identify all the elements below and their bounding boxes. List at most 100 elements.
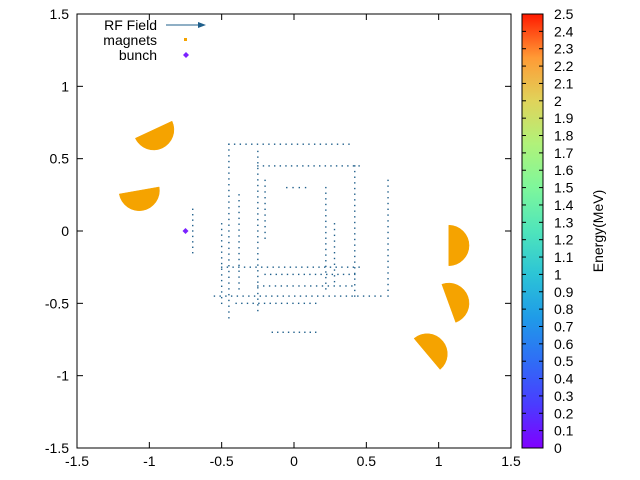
bunch-point: [182, 228, 189, 234]
x-tick-label: -1: [143, 453, 156, 469]
rf-field-point: [228, 276, 230, 278]
rf-field-point: [310, 285, 312, 287]
rf-field-point: [220, 245, 223, 248]
rf-field-point: [282, 295, 284, 297]
rf-field-point: [292, 186, 294, 189]
rf-field-point: [354, 267, 356, 269]
y-tick-label: -0.5: [45, 295, 69, 311]
rf-field-point: [302, 143, 304, 145]
rf-field-point: [248, 295, 250, 297]
rf-field-point: [387, 185, 389, 187]
rf-field-point: [325, 203, 327, 206]
rf-field-point: [257, 270, 259, 272]
rf-field-point: [325, 231, 327, 234]
rf-field-point: [362, 295, 365, 297]
rf-field-point: [228, 311, 230, 313]
rf-field-point: [257, 184, 259, 187]
rf-field-point: [228, 317, 230, 319]
colorbar-tick-label: 0.3: [554, 388, 574, 404]
rf-field-point: [358, 266, 360, 268]
rf-field-point: [287, 331, 290, 333]
rf-field-point: [325, 220, 327, 223]
rf-field-point: [279, 165, 282, 167]
rf-field-point: [333, 275, 336, 277]
colorbar-tick-label: 1.8: [554, 128, 574, 144]
rf-field-point: [341, 266, 343, 268]
rf-field-point: [259, 295, 262, 297]
rf-field-point: [322, 295, 325, 297]
rf-field-point: [245, 143, 247, 145]
colorbar-tick-label: 0.2: [554, 405, 574, 421]
rf-field-point: [257, 150, 259, 153]
rf-field-point: [238, 247, 240, 249]
rf-field-point: [325, 243, 327, 245]
rf-field-point: [251, 143, 253, 145]
rf-field-point: [220, 274, 223, 276]
rf-field-point: [330, 165, 332, 167]
rf-field-point: [337, 273, 339, 276]
rf-field-point: [264, 202, 266, 205]
rf-field-point: [281, 273, 283, 276]
rf-field-point: [238, 235, 240, 237]
rf-field-point: [256, 143, 259, 145]
rf-field-point: [387, 231, 389, 234]
rf-field-point: [286, 273, 289, 276]
colorbar-tick-label: 0.4: [554, 371, 574, 387]
rf-field-point: [333, 280, 336, 283]
rf-field-point: [238, 205, 240, 208]
colorbar-tick-label: 1.4: [554, 197, 574, 213]
rf-field-point: [228, 143, 230, 145]
rf-field-point: [243, 266, 246, 268]
rf-field-point: [304, 285, 306, 287]
rf-field-point: [318, 266, 320, 268]
rf-field-point: [298, 273, 300, 276]
rf-field-point: [354, 176, 356, 178]
rf-field-point: [274, 165, 276, 167]
rf-field-point: [238, 223, 240, 225]
rf-field-point: [331, 273, 334, 276]
rf-field-point: [368, 295, 371, 297]
legend-label: bunch: [119, 47, 157, 63]
rf-field-point: [228, 195, 230, 197]
rf-field-point: [387, 237, 389, 239]
rf-field-point: [257, 281, 259, 283]
rf-field-point: [286, 302, 288, 305]
rf-field-point: [321, 285, 324, 287]
rf-field-point: [265, 295, 267, 297]
rf-field-point: [316, 295, 319, 297]
rf-field-point: [315, 331, 317, 333]
y-tick-label: 0: [61, 223, 69, 239]
rf-field-point: [264, 197, 266, 199]
rf-field-point: [263, 302, 266, 305]
rf-field-point: [314, 273, 317, 276]
rf-field-point: [242, 295, 244, 297]
rf-field-point: [228, 247, 230, 250]
y-tick-label: -1: [57, 368, 70, 384]
rf-field-point: [345, 295, 348, 297]
colorbar-tick-label: 1.7: [554, 145, 574, 161]
rf-field-point: [228, 218, 230, 221]
rf-field-point: [252, 302, 254, 305]
rf-field-layer: [192, 143, 389, 333]
rf-field-point: [220, 240, 223, 242]
rf-field-point: [257, 275, 259, 278]
rf-field-point: [257, 235, 259, 238]
rf-field-point: [312, 266, 314, 268]
rf-field-point: [220, 223, 223, 225]
rf-field-point: [325, 215, 327, 217]
rf-field-point: [257, 298, 259, 300]
rf-field-point: [354, 187, 356, 190]
rf-field-point: [354, 244, 356, 246]
x-tick-label: -1.5: [65, 453, 89, 469]
rf-field-point: [339, 295, 342, 297]
rf-field-point: [220, 279, 223, 282]
colorbar-tick-label: 2.1: [554, 75, 574, 91]
colorbar-tick-label: 1.1: [554, 249, 574, 265]
rf-field-point: [225, 295, 227, 297]
rf-field-point: [289, 266, 292, 268]
rf-field-point: [380, 295, 382, 297]
rf-field-point: [294, 295, 296, 297]
rf-field-point: [387, 225, 389, 228]
x-tick-label: 0.5: [357, 453, 377, 469]
